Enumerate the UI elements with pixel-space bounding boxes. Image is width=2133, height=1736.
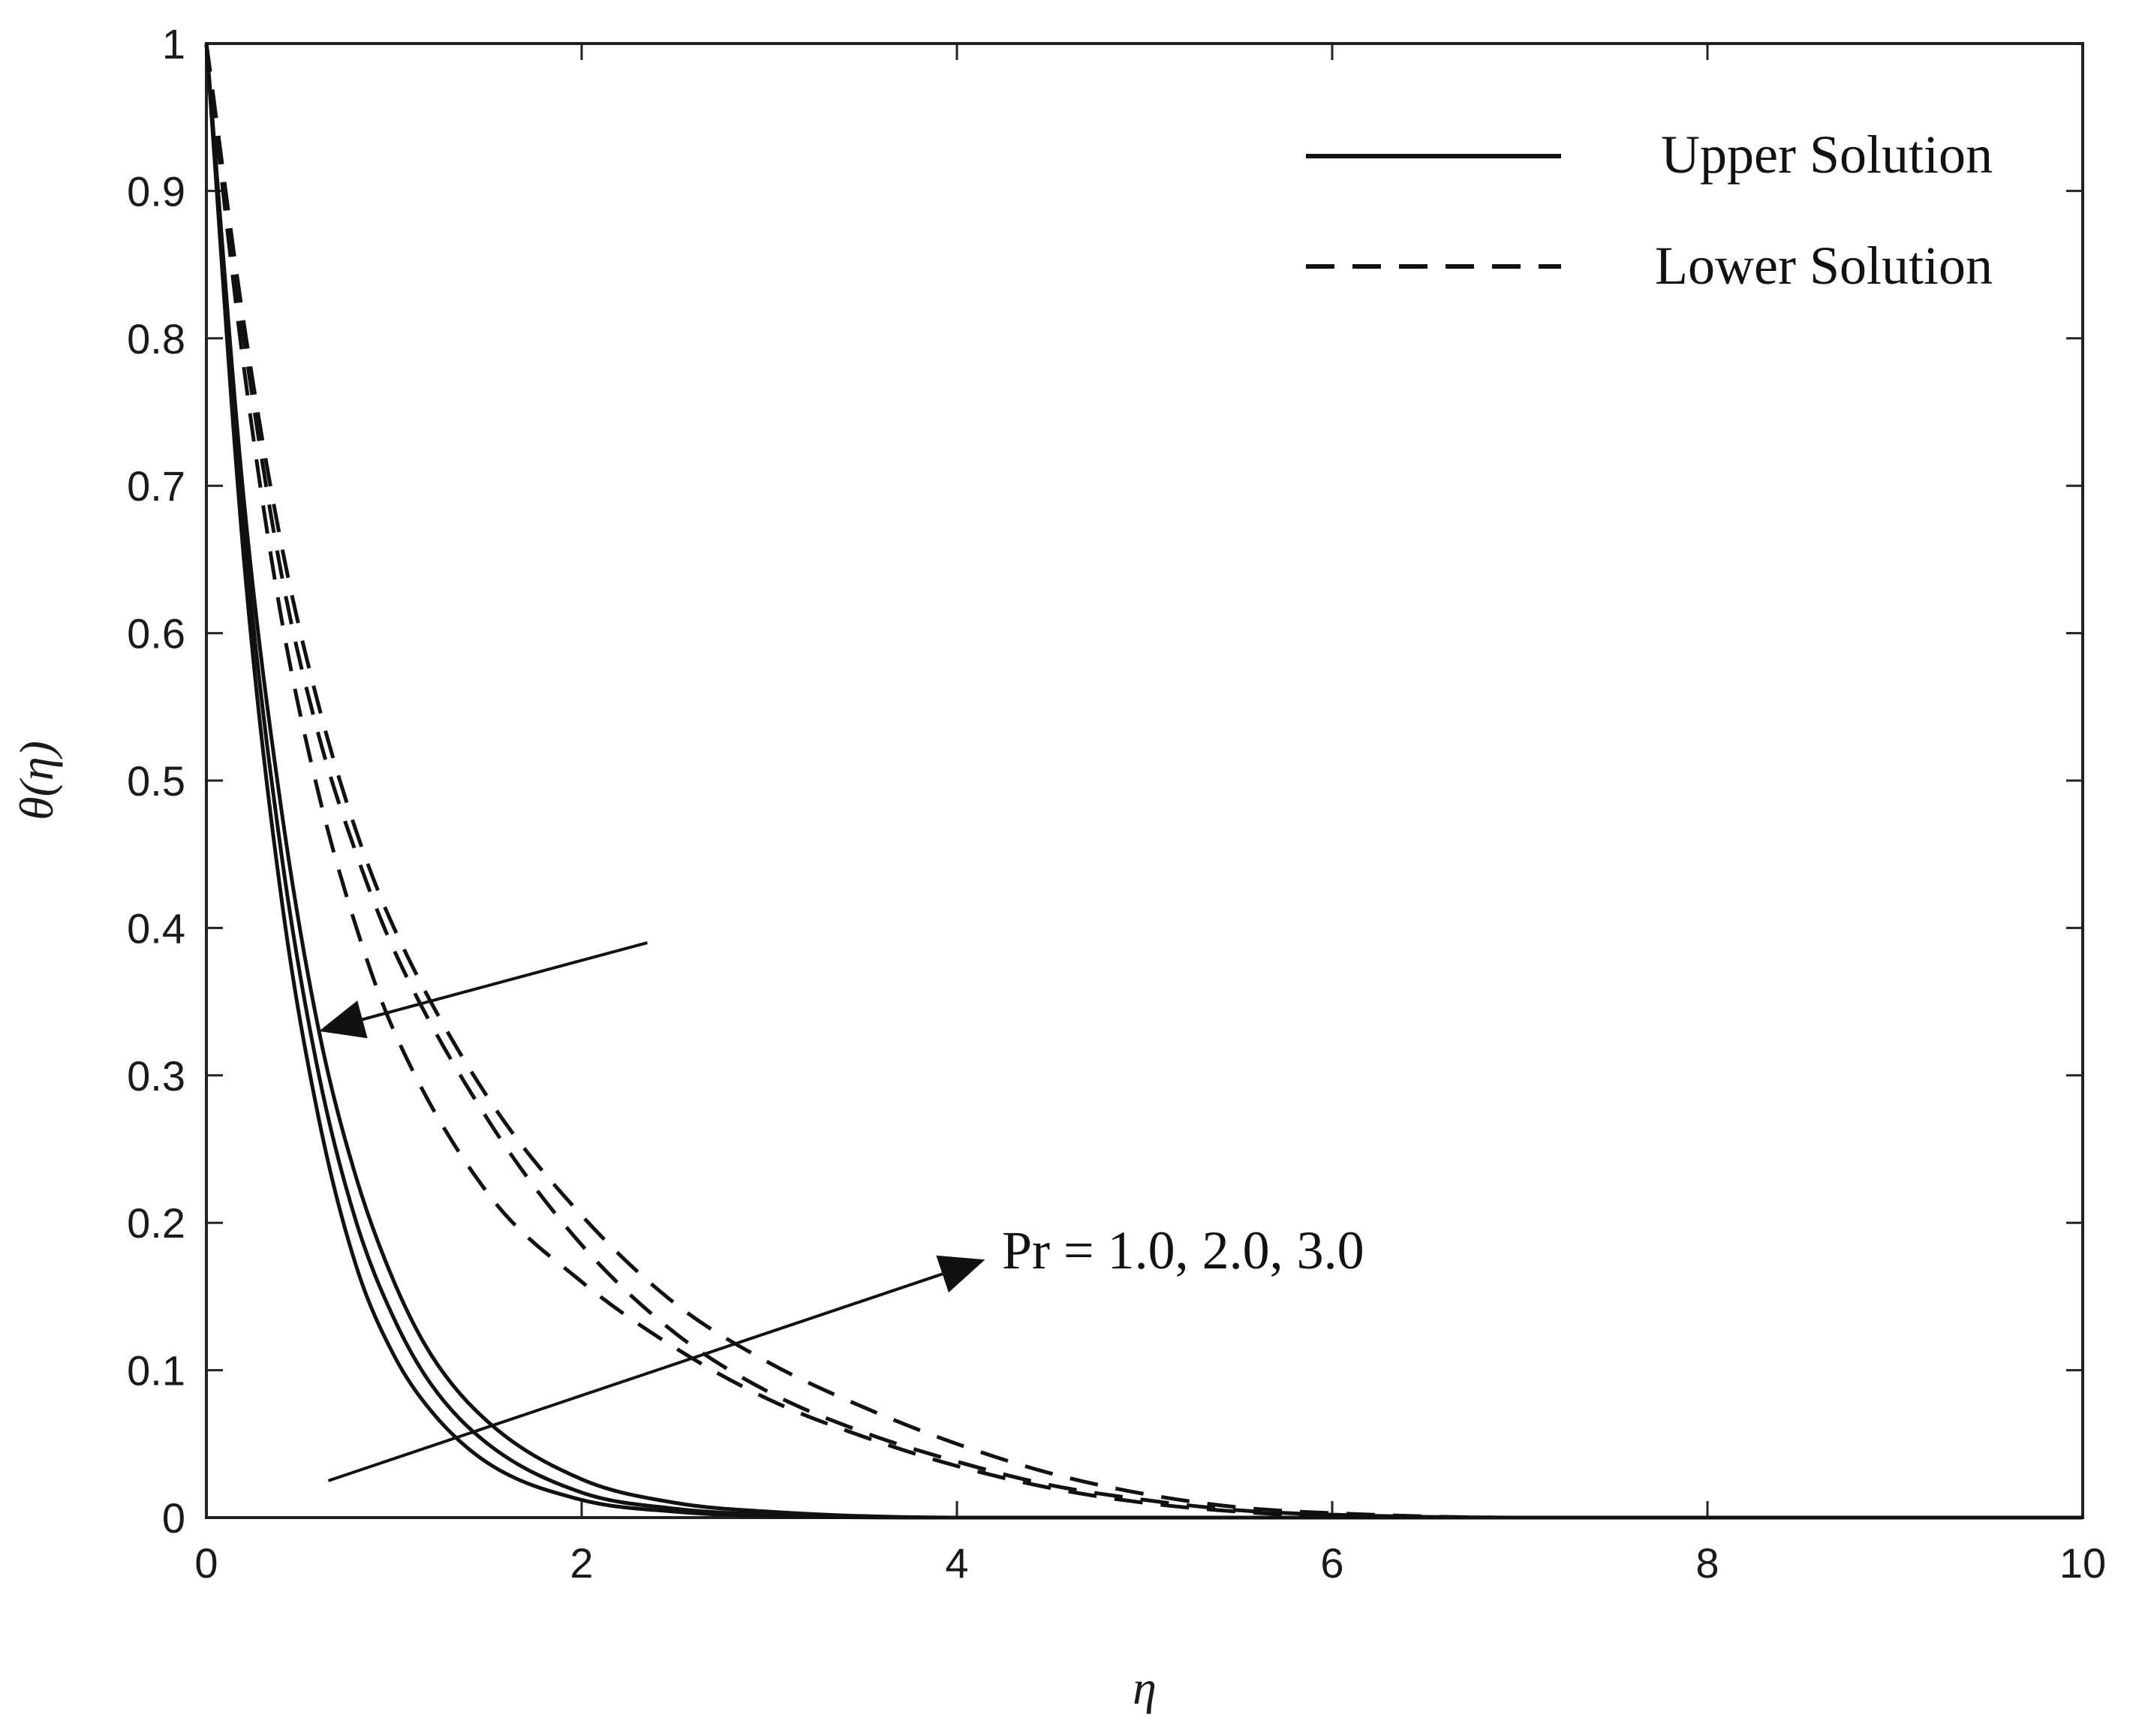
annotation-arrows bbox=[319, 941, 985, 1482]
x-axis-ticks: 0 2 4 6 8 10 bbox=[194, 44, 2106, 1587]
x-axis-label: η bbox=[1133, 1661, 1157, 1714]
y-tick-label: 0 bbox=[162, 1494, 185, 1542]
y-axis-ticks: 0 0.1 0.2 0.3 0.4 0.5 0.6 0.7 0.8 0.9 1 bbox=[127, 20, 2083, 1542]
legend-label-lower-solution: Lower Solution bbox=[1655, 236, 1993, 296]
annotation-arrow-shaft bbox=[362, 941, 648, 1021]
lower-solution-curve bbox=[204, 43, 2083, 1520]
y-tick-label: 0.4 bbox=[127, 904, 185, 952]
y-tick-label: 0.8 bbox=[127, 315, 185, 363]
y-tick-label: 0.6 bbox=[127, 610, 185, 657]
upper-solution-curve bbox=[204, 43, 2083, 1520]
y-tick-label: 0.3 bbox=[127, 1052, 185, 1100]
x-tick-label: 8 bbox=[1695, 1539, 1719, 1587]
y-tick-label: 0.2 bbox=[127, 1199, 185, 1247]
annotation-arrow-shaft bbox=[327, 1272, 943, 1482]
x-tick-label: 2 bbox=[570, 1539, 593, 1587]
y-axis-label: θ(η) bbox=[10, 741, 63, 820]
annotation-arrow-head bbox=[319, 1000, 368, 1039]
lower-solution-curve bbox=[204, 43, 2083, 1520]
y-tick-label: 0.7 bbox=[127, 462, 185, 510]
x-tick-label: 0 bbox=[194, 1539, 218, 1587]
legend: Upper Solution Lower Solution bbox=[1306, 125, 1993, 296]
x-tick-label: 6 bbox=[1320, 1539, 1343, 1587]
y-tick-label: 1 bbox=[162, 20, 185, 68]
y-tick-label: 0.9 bbox=[127, 167, 185, 215]
y-tick-label: 0.1 bbox=[127, 1347, 185, 1395]
series-lines bbox=[204, 43, 2083, 1520]
x-tick-label: 10 bbox=[2059, 1539, 2106, 1587]
x-tick-label: 4 bbox=[945, 1539, 968, 1587]
prandtl-annotation: Pr = 1.0, 2.0, 3.0 bbox=[1002, 1220, 1364, 1280]
lower-solution-curve bbox=[204, 43, 2083, 1520]
legend-label-upper-solution: Upper Solution bbox=[1661, 125, 1993, 185]
y-tick-label: 0.5 bbox=[127, 757, 185, 805]
annotation-arrow-head bbox=[936, 1255, 985, 1293]
